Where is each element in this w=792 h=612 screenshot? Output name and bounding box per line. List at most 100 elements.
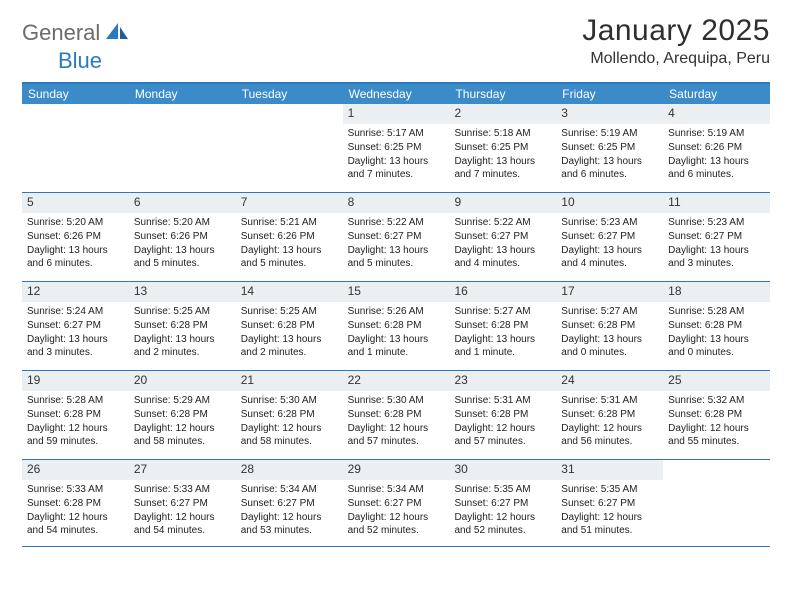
day-body: Sunrise: 5:31 AMSunset: 6:28 PMDaylight:… [556, 391, 663, 454]
sunrise-line: Sunrise: 5:29 AM [134, 394, 231, 407]
day-body: Sunrise: 5:25 AMSunset: 6:28 PMDaylight:… [129, 302, 236, 365]
day-body: Sunrise: 5:30 AMSunset: 6:28 PMDaylight:… [236, 391, 343, 454]
daylight-line: Daylight: 12 hours and 59 minutes. [27, 422, 124, 448]
daylight-line: Daylight: 13 hours and 0 minutes. [561, 333, 658, 359]
page-subtitle: Mollendo, Arequipa, Peru [582, 50, 770, 68]
day-number: 7 [236, 193, 343, 213]
daylight-line: Daylight: 12 hours and 54 minutes. [27, 511, 124, 537]
day-number: 3 [556, 104, 663, 124]
daylight-line: Daylight: 12 hours and 52 minutes. [454, 511, 551, 537]
sunset-line: Sunset: 6:27 PM [561, 230, 658, 243]
day-body: Sunrise: 5:23 AMSunset: 6:27 PMDaylight:… [556, 213, 663, 276]
day-body: Sunrise: 5:28 AMSunset: 6:28 PMDaylight:… [22, 391, 129, 454]
day-body: Sunrise: 5:25 AMSunset: 6:28 PMDaylight:… [236, 302, 343, 365]
day-body: Sunrise: 5:27 AMSunset: 6:28 PMDaylight:… [556, 302, 663, 365]
day-body: Sunrise: 5:24 AMSunset: 6:27 PMDaylight:… [22, 302, 129, 365]
sunset-line: Sunset: 6:28 PM [241, 408, 338, 421]
day-number: 20 [129, 371, 236, 391]
sunset-line: Sunset: 6:28 PM [561, 319, 658, 332]
day-number: 9 [449, 193, 556, 213]
day-number: 25 [663, 371, 770, 391]
calendar-day: 12Sunrise: 5:24 AMSunset: 6:27 PMDayligh… [22, 282, 129, 370]
sunset-line: Sunset: 6:27 PM [348, 230, 445, 243]
day-number: 12 [22, 282, 129, 302]
day-header: Sunday [22, 84, 129, 104]
calendar-day: 13Sunrise: 5:25 AMSunset: 6:28 PMDayligh… [129, 282, 236, 370]
day-body: Sunrise: 5:33 AMSunset: 6:28 PMDaylight:… [22, 480, 129, 543]
calendar-week: 19Sunrise: 5:28 AMSunset: 6:28 PMDayligh… [22, 371, 770, 460]
daylight-line: Daylight: 12 hours and 53 minutes. [241, 511, 338, 537]
sunrise-line: Sunrise: 5:28 AM [668, 305, 765, 318]
logo-sail-icon [104, 21, 130, 46]
sunset-line: Sunset: 6:28 PM [668, 319, 765, 332]
day-number: 4 [663, 104, 770, 124]
day-header: Thursday [449, 84, 556, 104]
day-body: Sunrise: 5:19 AMSunset: 6:26 PMDaylight:… [663, 124, 770, 187]
logo-text-blue: Blue [58, 48, 102, 74]
day-body: Sunrise: 5:32 AMSunset: 6:28 PMDaylight:… [663, 391, 770, 454]
daylight-line: Daylight: 13 hours and 2 minutes. [241, 333, 338, 359]
sunrise-line: Sunrise: 5:25 AM [134, 305, 231, 318]
calendar-day: 15Sunrise: 5:26 AMSunset: 6:28 PMDayligh… [343, 282, 450, 370]
sunset-line: Sunset: 6:28 PM [348, 319, 445, 332]
sunset-line: Sunset: 6:27 PM [454, 497, 551, 510]
day-body: Sunrise: 5:18 AMSunset: 6:25 PMDaylight:… [449, 124, 556, 187]
calendar-day: 27Sunrise: 5:33 AMSunset: 6:27 PMDayligh… [129, 460, 236, 546]
day-number: 26 [22, 460, 129, 480]
sunset-line: Sunset: 6:27 PM [668, 230, 765, 243]
day-number: 27 [129, 460, 236, 480]
day-number: 11 [663, 193, 770, 213]
sunrise-line: Sunrise: 5:33 AM [27, 483, 124, 496]
day-number: 2 [449, 104, 556, 124]
day-body: Sunrise: 5:29 AMSunset: 6:28 PMDaylight:… [129, 391, 236, 454]
day-header: Monday [129, 84, 236, 104]
sunrise-line: Sunrise: 5:20 AM [27, 216, 124, 229]
day-body: Sunrise: 5:26 AMSunset: 6:28 PMDaylight:… [343, 302, 450, 365]
calendar-week: 26Sunrise: 5:33 AMSunset: 6:28 PMDayligh… [22, 460, 770, 547]
day-number: 10 [556, 193, 663, 213]
calendar-day: 6Sunrise: 5:20 AMSunset: 6:26 PMDaylight… [129, 193, 236, 281]
daylight-line: Daylight: 12 hours and 54 minutes. [134, 511, 231, 537]
day-body: Sunrise: 5:27 AMSunset: 6:28 PMDaylight:… [449, 302, 556, 365]
daylight-line: Daylight: 13 hours and 2 minutes. [134, 333, 231, 359]
daylight-line: Daylight: 13 hours and 6 minutes. [561, 155, 658, 181]
sunset-line: Sunset: 6:26 PM [134, 230, 231, 243]
day-number: 5 [22, 193, 129, 213]
day-number: 18 [663, 282, 770, 302]
sunrise-line: Sunrise: 5:22 AM [348, 216, 445, 229]
calendar-day: 10Sunrise: 5:23 AMSunset: 6:27 PMDayligh… [556, 193, 663, 281]
calendar-day: 16Sunrise: 5:27 AMSunset: 6:28 PMDayligh… [449, 282, 556, 370]
sunset-line: Sunset: 6:28 PM [454, 319, 551, 332]
daylight-line: Daylight: 12 hours and 58 minutes. [241, 422, 338, 448]
page-title: January 2025 [582, 14, 770, 48]
day-body: Sunrise: 5:28 AMSunset: 6:28 PMDaylight:… [663, 302, 770, 365]
sunrise-line: Sunrise: 5:27 AM [561, 305, 658, 318]
sunrise-line: Sunrise: 5:27 AM [454, 305, 551, 318]
sunset-line: Sunset: 6:25 PM [454, 141, 551, 154]
sunset-line: Sunset: 6:28 PM [454, 408, 551, 421]
calendar-day [236, 104, 343, 192]
sunset-line: Sunset: 6:27 PM [561, 497, 658, 510]
sunset-line: Sunset: 6:26 PM [241, 230, 338, 243]
calendar-day [22, 104, 129, 192]
day-body: Sunrise: 5:17 AMSunset: 6:25 PMDaylight:… [343, 124, 450, 187]
sunrise-line: Sunrise: 5:26 AM [348, 305, 445, 318]
sunrise-line: Sunrise: 5:35 AM [454, 483, 551, 496]
daylight-line: Daylight: 13 hours and 4 minutes. [454, 244, 551, 270]
daylight-line: Daylight: 13 hours and 3 minutes. [27, 333, 124, 359]
daylight-line: Daylight: 13 hours and 3 minutes. [668, 244, 765, 270]
calendar-day: 14Sunrise: 5:25 AMSunset: 6:28 PMDayligh… [236, 282, 343, 370]
sunrise-line: Sunrise: 5:21 AM [241, 216, 338, 229]
day-body: Sunrise: 5:34 AMSunset: 6:27 PMDaylight:… [343, 480, 450, 543]
sunrise-line: Sunrise: 5:20 AM [134, 216, 231, 229]
sunset-line: Sunset: 6:28 PM [27, 408, 124, 421]
daylight-line: Daylight: 13 hours and 5 minutes. [134, 244, 231, 270]
sunrise-line: Sunrise: 5:25 AM [241, 305, 338, 318]
sunrise-line: Sunrise: 5:35 AM [561, 483, 658, 496]
day-number: 16 [449, 282, 556, 302]
day-number: 21 [236, 371, 343, 391]
calendar: SundayMondayTuesdayWednesdayThursdayFrid… [22, 82, 770, 547]
sunset-line: Sunset: 6:25 PM [561, 141, 658, 154]
day-body: Sunrise: 5:30 AMSunset: 6:28 PMDaylight:… [343, 391, 450, 454]
daylight-line: Daylight: 12 hours and 55 minutes. [668, 422, 765, 448]
